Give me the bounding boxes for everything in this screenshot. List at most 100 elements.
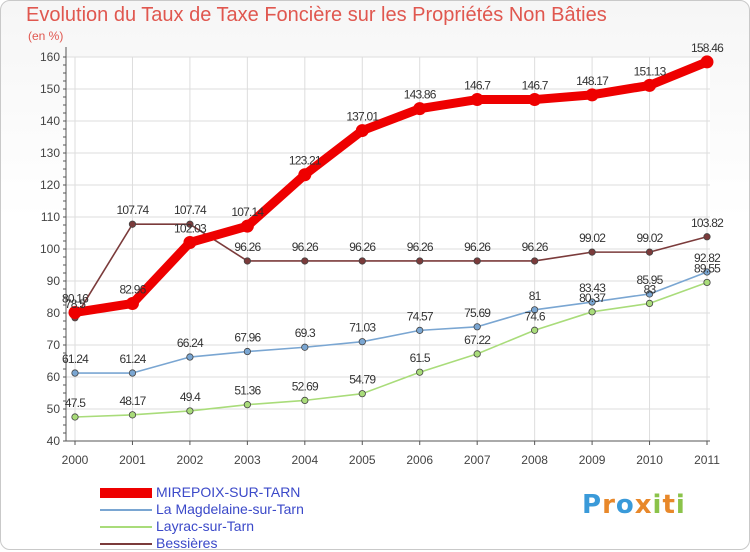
data-point: [358, 257, 366, 265]
data-point: [68, 305, 82, 319]
data-label: 48.17: [119, 394, 146, 408]
series-line-0: [70, 57, 712, 317]
data-point: [128, 369, 137, 377]
data-point: [643, 78, 657, 92]
logo-letter: o: [615, 490, 635, 520]
data-point: [473, 257, 481, 265]
data-label: 151.13: [634, 64, 667, 78]
logo-letter: t: [662, 490, 676, 520]
legend-label: Bessières: [156, 535, 218, 551]
y-tick-label: 140: [40, 114, 60, 128]
data-point: [703, 233, 711, 241]
data-point: [355, 124, 369, 138]
data-point: [240, 219, 254, 233]
data-label: 158.46: [691, 41, 724, 55]
data-label: 54.79: [349, 373, 376, 387]
legend-item: Bessières: [100, 535, 400, 552]
legend-item: La Magdelaine-sur-Tarn: [100, 501, 400, 518]
data-label: 85.95: [637, 273, 664, 287]
y-tick-label: 150: [40, 82, 60, 96]
data-label: 69.3: [295, 326, 316, 340]
data-label: 74.57: [407, 309, 434, 323]
x-tick-label: 2000: [62, 453, 89, 467]
data-label: 47.5: [65, 396, 86, 410]
data-point: [588, 248, 596, 256]
data-point: [128, 411, 137, 419]
data-label: 67.22: [464, 333, 491, 347]
data-point: [700, 55, 714, 69]
y-tick-label: 160: [40, 50, 60, 64]
chart-title: Evolution du Taux de Taxe Foncière sur l…: [26, 4, 607, 26]
data-label: 80.37: [579, 291, 606, 305]
data-point: [416, 257, 424, 265]
legend-swatch: [100, 508, 152, 511]
data-label: 81: [529, 289, 542, 303]
series-line-3: [74, 223, 708, 319]
data-point: [531, 306, 539, 314]
data-label: 99.02: [637, 231, 664, 245]
data-label: 96.26: [522, 240, 549, 254]
data-label: 146.7: [464, 79, 491, 93]
legend-label: MIREPOIX-SUR-TARN: [156, 484, 301, 500]
y-tick-label: 50: [47, 402, 61, 416]
data-label: 61.24: [119, 352, 146, 366]
y-tick-label: 100: [40, 242, 60, 256]
data-point: [588, 308, 596, 316]
x-tick-label: 2005: [349, 453, 376, 467]
data-point: [243, 257, 251, 265]
data-label: 107.14: [231, 205, 264, 219]
data-label: 67.96: [234, 331, 261, 345]
data-point: [473, 350, 481, 358]
series-line-2: [74, 281, 708, 418]
logo-letter: x: [634, 490, 653, 520]
x-tick-label: 2004: [291, 453, 318, 467]
y-tick-label: 40: [47, 434, 61, 448]
data-label: 61.5: [410, 351, 431, 365]
data-label: 71.03: [349, 321, 376, 335]
data-point: [585, 88, 599, 102]
x-tick-label: 2003: [234, 453, 261, 467]
data-label: 107.74: [174, 203, 207, 217]
proxiti-logo: Proxiti: [582, 490, 686, 520]
data-label: 75.69: [464, 306, 491, 320]
data-point: [588, 298, 596, 306]
data-point: [71, 413, 79, 421]
data-point: [301, 257, 309, 265]
x-tick-label: 2010: [636, 453, 663, 467]
data-label: 96.26: [349, 240, 376, 254]
legend-label: La Magdelaine-sur-Tarn: [156, 501, 304, 517]
legend-item: MIREPOIX-SUR-TARN: [100, 484, 400, 501]
data-point: [470, 93, 484, 107]
data-label: 146.7: [522, 79, 549, 93]
data-label: 83.43: [579, 281, 606, 295]
data-point: [243, 347, 251, 356]
data-point: [473, 323, 481, 331]
data-label: 96.26: [234, 240, 261, 254]
data-label: 82.96: [119, 283, 146, 297]
data-label: 143.86: [404, 88, 437, 102]
data-label: 51.36: [234, 384, 261, 398]
y-tick-label: 70: [47, 338, 61, 352]
x-tick-label: 2006: [406, 453, 433, 467]
data-label: 52.69: [292, 379, 319, 393]
data-point: [186, 220, 194, 228]
data-label: 61.24: [62, 352, 89, 366]
data-point: [243, 401, 251, 409]
data-point: [186, 353, 194, 361]
data-point: [128, 220, 137, 228]
data-label: 103.82: [691, 216, 724, 230]
data-label: 66.24: [177, 336, 204, 350]
data-label: 74.6: [525, 309, 546, 323]
logo-letter: P: [582, 490, 603, 520]
data-point: [183, 236, 197, 250]
data-label: 49.4: [180, 390, 201, 404]
y-tick-label: 120: [40, 178, 60, 192]
data-point: [301, 343, 309, 351]
x-tick-label: 2009: [579, 453, 606, 467]
data-label: 78.5: [65, 297, 86, 311]
data-point: [125, 297, 139, 311]
x-tick-label: 2002: [177, 453, 204, 467]
data-point: [531, 326, 539, 334]
legend: MIREPOIX-SUR-TARN La Magdelaine-sur-Tarn L…: [100, 484, 400, 552]
data-point: [413, 102, 427, 116]
